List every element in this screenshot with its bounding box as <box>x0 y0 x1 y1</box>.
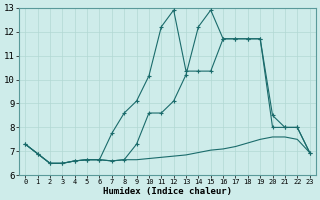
X-axis label: Humidex (Indice chaleur): Humidex (Indice chaleur) <box>103 187 232 196</box>
